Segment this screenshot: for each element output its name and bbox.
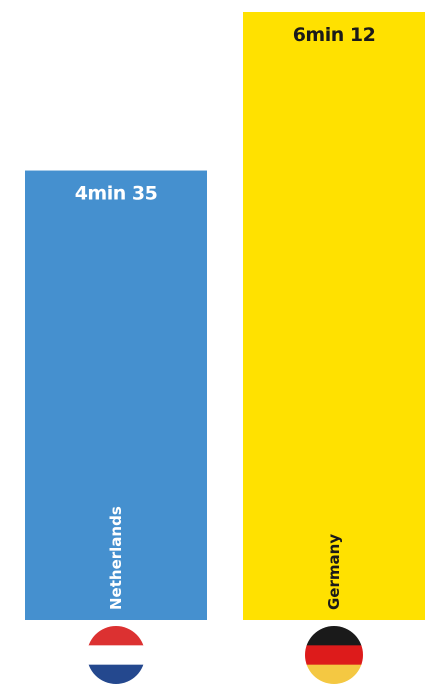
netherlands-flag-stripe-3 bbox=[87, 664, 145, 684]
category-label-germany: Germany bbox=[325, 534, 343, 610]
germany-flag-stripe-3 bbox=[305, 664, 363, 684]
value-label-netherlands: 4min 35 bbox=[75, 183, 158, 205]
germany-flag-stripe-2 bbox=[305, 645, 363, 666]
bar-germany bbox=[243, 12, 425, 620]
bars-layer bbox=[25, 12, 425, 620]
netherlands-flag-stripe-2 bbox=[87, 645, 145, 666]
bar-netherlands bbox=[25, 170, 207, 620]
netherlands-flag-stripe-1 bbox=[87, 626, 145, 646]
flags-layer bbox=[87, 626, 363, 684]
value-label-germany: 6min 12 bbox=[293, 24, 376, 46]
labels-layer: 4min 35 Netherlands 6min 12 Germany bbox=[75, 24, 376, 610]
germany-flag-icon bbox=[305, 626, 363, 684]
germany-flag-stripe-1 bbox=[305, 626, 363, 646]
netherlands-flag-icon bbox=[87, 626, 145, 684]
category-label-netherlands: Netherlands bbox=[107, 506, 125, 610]
